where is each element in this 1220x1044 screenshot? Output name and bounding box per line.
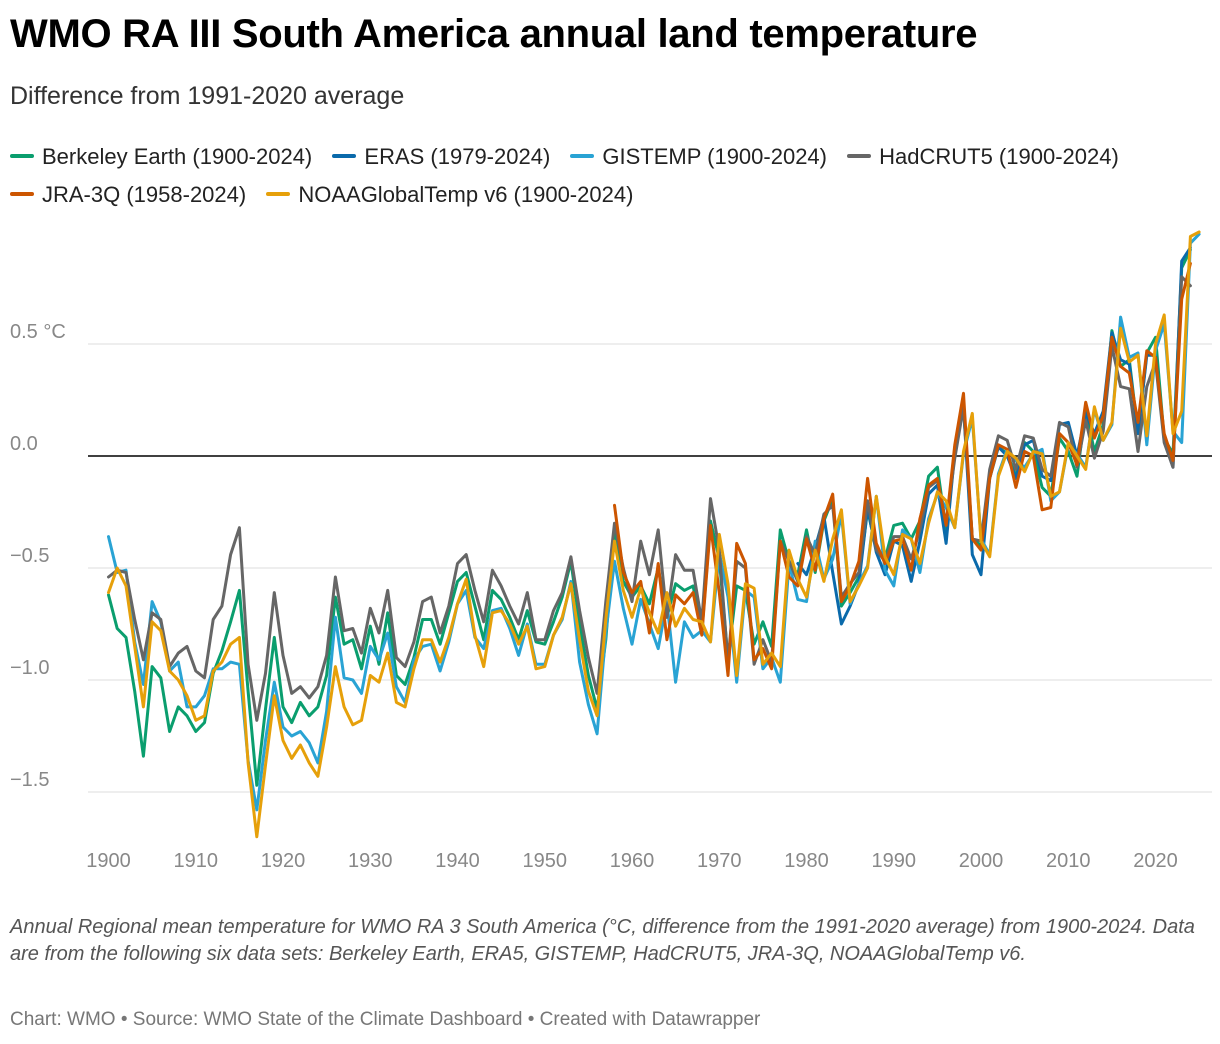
x-tick-label: 1930: [348, 850, 393, 872]
legend-swatch: [332, 154, 357, 159]
x-tick-label: 1970: [697, 850, 742, 872]
series-line-noaaglobaltemp-v6-1900-2024: [107, 230, 1201, 839]
y-tick-label: −0.5: [10, 545, 49, 567]
chart-subtitle: Difference from 1991-2020 average: [10, 82, 405, 110]
x-tick-label: 2000: [959, 850, 1004, 872]
legend-label: NOAAGlobalTemp v6 (1900-2024): [298, 182, 634, 207]
legend-label: GISTEMP (1900-2024): [602, 144, 827, 169]
x-tick-label: 1960: [610, 850, 655, 872]
x-tick-label: 1950: [523, 850, 568, 872]
legend-swatch: [847, 154, 872, 159]
legend-item-jra3q: JRA-3Q (1958-2024): [10, 182, 246, 207]
x-tick-label: 1910: [174, 850, 219, 872]
chart-note: Annual Regional mean temperature for WMO…: [10, 916, 1195, 965]
x-tick-label: 1940: [435, 850, 480, 872]
x-tick-label: 1900: [86, 850, 131, 872]
legend-label: JRA-3Q (1958-2024): [42, 182, 247, 207]
legend-item-noaa: NOAAGlobalTemp v6 (1900-2024): [266, 182, 633, 207]
y-tick-label: 0.5 °C: [10, 321, 66, 343]
x-tick-label: 1980: [784, 850, 829, 872]
x-tick-label: 2010: [1046, 850, 1091, 872]
chart-legend: Berkeley Earth (1900-2024) ERAS (1979-20…: [10, 138, 1170, 214]
y-tick-label: −1.5: [10, 769, 49, 791]
legend-swatch: [570, 154, 595, 159]
x-tick-label: 1990: [872, 850, 917, 872]
y-tick-label: −1.0: [10, 657, 49, 679]
x-tick-label: 2020: [1133, 850, 1178, 872]
chart-footer: Chart: WMO • Source: WMO State of the Cl…: [10, 1009, 761, 1030]
legend-item-hadcrut5: HadCRUT5 (1900-2024): [847, 144, 1119, 169]
y-tick-label: 0.0: [10, 433, 38, 455]
legend-item-eras: ERAS (1979-2024): [332, 144, 550, 169]
legend-swatch: [10, 192, 34, 197]
legend-label: HadCRUT5 (1900-2024): [879, 144, 1119, 169]
series-line-hadcrut5-1900-2024: [107, 275, 1192, 722]
legend-swatch: [266, 192, 291, 197]
line-chart: 0.5 °C 0.0 −0.5 −1.0 −1.5 1900 1910 1920 1930 194…: [10, 230, 1212, 872]
legend-item-gistemp: GISTEMP (1900-2024): [570, 144, 827, 169]
legend-label: ERAS (1979-2024): [364, 144, 551, 169]
legend-label: Berkeley Earth (1900-2024): [42, 144, 313, 169]
legend-swatch: [10, 154, 34, 159]
chart-title: WMO RA III South America annual land tem…: [10, 12, 978, 56]
x-tick-label: 1920: [261, 850, 306, 872]
legend-item-berkeley: Berkeley Earth (1900-2024): [10, 144, 312, 169]
